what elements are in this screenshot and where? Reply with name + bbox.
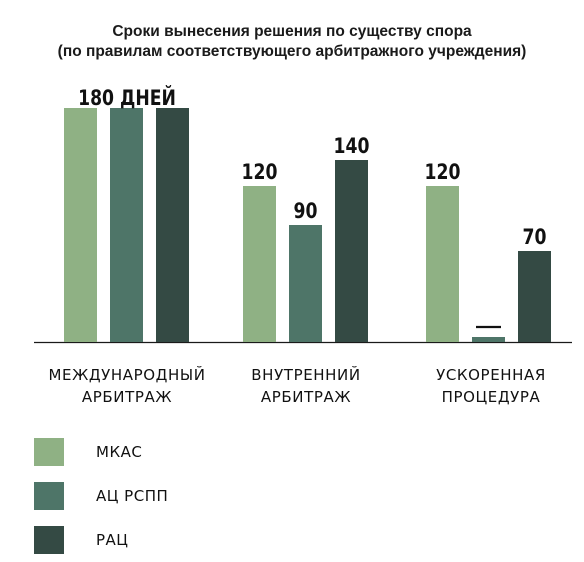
category-label-2-0: УСКОРЕННАЯ [436,366,546,384]
chart-subtitle: (по правилам соответствующего арбитражно… [57,43,527,60]
bar-1-2 [335,160,368,342]
legend-label-mkas: МКАС [96,443,143,461]
legend-label-rac: РАЦ [96,531,129,549]
bar-2-0 [426,186,459,342]
legend-swatch-rac [34,526,64,554]
data-label-1-1: 90 [294,198,318,223]
category-label-0-0: МЕЖДУНАРОДНЫЙ [48,365,205,384]
category-label-1-1: АРБИТРАЖ [261,388,351,406]
legend-swatch-mkas [34,438,64,466]
category-label-2-1: ПРОЦЕДУРА [442,388,541,406]
legend-item-rac: РАЦ [34,526,128,554]
bar-0-0 [64,108,97,342]
legend-item-ac-rspp: АЦ РСПП [34,482,168,510]
group-label: 180 ДНЕЙ [78,85,176,110]
data-label-1-2: 140 [334,133,370,158]
bar-0-2 [156,108,189,342]
bar-2-2 [518,251,551,342]
bar-2-1 [472,337,505,342]
bar-0-1 [110,108,143,342]
data-label-1-0: 120 [242,159,278,184]
legend-item-mkas: МКАС [34,438,142,466]
legend-label-ac-rspp: АЦ РСПП [96,487,169,505]
legend-swatch-ac-rspp [34,482,64,510]
category-label-1-0: ВНУТРЕННИЙ [251,365,360,384]
data-label-2-0: 120 [425,159,461,184]
chart-title: Сроки вынесения решения по существу спор… [112,23,472,40]
bar-1-1 [289,225,322,342]
data-label-2-2: 70 [523,224,547,249]
category-label-0-1: АРБИТРАЖ [82,388,172,406]
bar-1-0 [243,186,276,342]
